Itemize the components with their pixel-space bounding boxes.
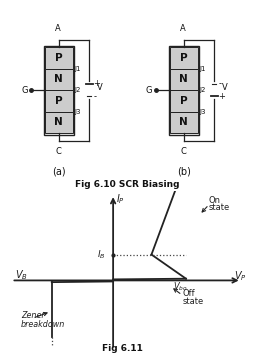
Text: $V_B$: $V_B$: [15, 268, 28, 282]
Text: Fig 6.10 SCR Biasing: Fig 6.10 SCR Biasing: [75, 180, 179, 189]
Text: G: G: [21, 86, 27, 95]
Text: J1: J1: [74, 66, 81, 72]
Text: P: P: [179, 96, 187, 106]
Text: A: A: [54, 24, 60, 33]
Text: N: N: [179, 75, 187, 85]
Text: $V_{bo}$: $V_{bo}$: [172, 280, 187, 293]
Text: $I_P$: $I_P$: [116, 193, 124, 206]
Text: $I_B$: $I_B$: [97, 248, 105, 261]
Text: J2: J2: [74, 87, 81, 93]
Bar: [168, 46, 198, 135]
Text: J2: J2: [199, 87, 205, 93]
Text: P: P: [179, 53, 187, 63]
Text: Off: Off: [181, 289, 194, 298]
Text: +: +: [93, 80, 100, 89]
Text: J3: J3: [74, 109, 81, 115]
Text: $V_P$: $V_P$: [233, 269, 246, 283]
Text: Fig 6.11: Fig 6.11: [102, 344, 142, 353]
Text: -: -: [93, 92, 96, 101]
Text: +: +: [217, 92, 224, 101]
Text: P: P: [55, 53, 62, 63]
Bar: [44, 112, 72, 133]
Text: Zener: Zener: [21, 311, 44, 320]
Text: (a): (a): [52, 167, 65, 177]
Text: C: C: [180, 147, 186, 156]
Text: G: G: [146, 86, 152, 95]
Text: V: V: [97, 83, 103, 92]
Text: N: N: [179, 117, 187, 127]
Text: V: V: [221, 83, 227, 92]
Text: N: N: [54, 75, 63, 85]
Bar: [44, 47, 72, 69]
Bar: [169, 47, 197, 69]
Bar: [44, 69, 72, 90]
Text: state: state: [208, 203, 229, 212]
Bar: [169, 90, 197, 112]
Bar: [169, 112, 197, 133]
Text: P: P: [55, 96, 62, 106]
Text: J3: J3: [199, 109, 205, 115]
Text: (b): (b): [176, 167, 190, 177]
Text: -: -: [217, 80, 220, 89]
Text: On: On: [208, 196, 220, 205]
Text: A: A: [179, 24, 184, 33]
Bar: [43, 46, 73, 135]
Text: C: C: [55, 147, 61, 156]
Bar: [44, 90, 72, 112]
Text: N: N: [54, 117, 63, 127]
Text: state: state: [181, 297, 203, 306]
Text: J1: J1: [199, 66, 205, 72]
Text: breakdown: breakdown: [21, 320, 65, 329]
Bar: [169, 69, 197, 90]
